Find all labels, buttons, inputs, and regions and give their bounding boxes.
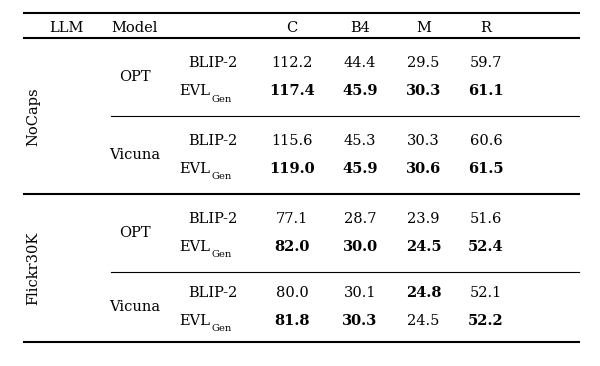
Text: R: R [481,21,491,35]
Text: LLM: LLM [49,21,83,35]
Text: 29.5: 29.5 [407,56,440,70]
Text: Gen: Gen [211,250,232,259]
Text: 24.8: 24.8 [406,286,442,300]
Text: 24.5: 24.5 [406,240,442,254]
Text: Gen: Gen [211,324,232,333]
Text: 59.7: 59.7 [470,56,502,70]
Text: EVL: EVL [179,314,210,328]
Text: B4: B4 [350,21,370,35]
Text: 45.3: 45.3 [344,134,376,148]
Text: Vicuna: Vicuna [109,148,161,162]
Text: 30.1: 30.1 [344,286,376,300]
Text: 52.2: 52.2 [468,314,504,328]
Text: M: M [416,21,431,35]
Text: 45.9: 45.9 [342,162,378,176]
Text: 30.3: 30.3 [407,134,440,148]
Text: OPT: OPT [119,70,151,84]
Text: 112.2: 112.2 [272,56,313,70]
Text: Model: Model [112,21,158,35]
Text: 45.9: 45.9 [342,84,378,98]
Text: 82.0: 82.0 [275,240,310,254]
Text: 23.9: 23.9 [407,212,440,226]
Text: 115.6: 115.6 [271,134,313,148]
Text: BLIP-2: BLIP-2 [188,212,238,226]
Text: Gen: Gen [211,172,232,182]
Text: EVL: EVL [179,162,210,176]
Text: 28.7: 28.7 [344,212,376,226]
Text: 51.6: 51.6 [470,212,502,226]
Text: 117.4: 117.4 [269,84,315,98]
Text: 119.0: 119.0 [269,162,315,176]
Text: 77.1: 77.1 [276,212,308,226]
Text: 52.4: 52.4 [468,240,504,254]
Text: Gen: Gen [211,95,232,104]
Text: 30.3: 30.3 [406,84,441,98]
Text: 61.5: 61.5 [468,162,504,176]
Text: 80.0: 80.0 [276,286,308,300]
Text: 30.0: 30.0 [343,240,377,254]
Text: BLIP-2: BLIP-2 [188,134,238,148]
Text: 44.4: 44.4 [344,56,376,70]
Text: 52.1: 52.1 [470,286,502,300]
Text: 61.1: 61.1 [468,84,504,98]
Text: BLIP-2: BLIP-2 [188,56,238,70]
Text: Flickr30K: Flickr30K [26,231,40,305]
Text: 81.8: 81.8 [274,314,310,328]
Text: NoCaps: NoCaps [26,87,40,146]
Text: EVL: EVL [179,240,210,254]
Text: 30.3: 30.3 [343,314,377,328]
Text: 24.5: 24.5 [407,314,440,328]
Text: Vicuna: Vicuna [109,300,161,314]
Text: BLIP-2: BLIP-2 [188,286,238,300]
Text: OPT: OPT [119,226,151,240]
Text: EVL: EVL [179,84,210,98]
Text: C: C [287,21,298,35]
Text: 60.6: 60.6 [470,134,502,148]
Text: 30.6: 30.6 [406,162,441,176]
